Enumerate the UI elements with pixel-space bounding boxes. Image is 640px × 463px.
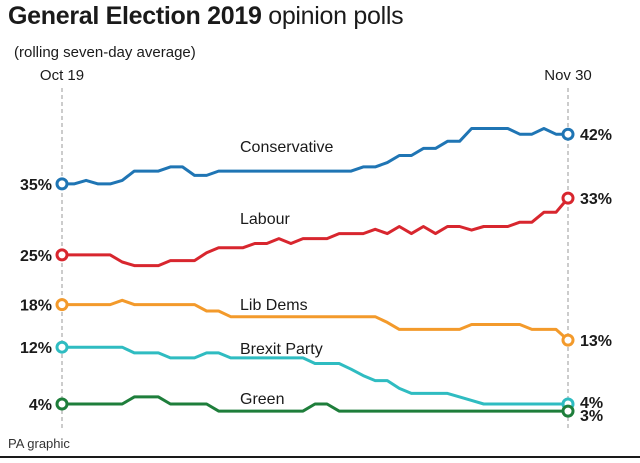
series-start-marker-labour: [55, 248, 69, 262]
start-value-label-green: 4%: [29, 397, 52, 414]
series-name-label-conservative: Conservative: [240, 139, 333, 156]
series-lib-dems: 18% 13% Lib Dems: [20, 297, 612, 350]
series-end-marker-conservative: [561, 127, 575, 141]
chart-title-rest: opinion polls: [268, 2, 404, 30]
x-tick-start: Oct 19: [40, 67, 84, 84]
end-value-label-lib-dems: 13%: [580, 333, 612, 350]
series-labour: 25% 33% Labour: [20, 191, 612, 268]
series-end-marker-lib-dems: [561, 333, 575, 347]
start-value-label-lib-dems: 18%: [20, 298, 52, 315]
start-value-label-labour: 25%: [20, 248, 52, 265]
series-name-label-labour: Labour: [240, 211, 290, 228]
series-conservative: 35% 42% Conservative: [20, 127, 612, 194]
bottom-rule: [0, 456, 640, 458]
series-line-labour: [62, 197, 570, 268]
series-line-green: [62, 395, 568, 413]
series-name-label-green: Green: [240, 391, 284, 408]
chart-title: General Election 2019 opinion polls: [8, 2, 404, 31]
series-line-conservative: [62, 127, 568, 186]
series-name-label-lib-dems: Lib Dems: [240, 297, 308, 314]
chart-title-bold: General Election 2019: [8, 2, 262, 30]
series-name-label-brexit-party: Brexit Party: [240, 341, 323, 358]
end-value-label-conservative: 42%: [580, 127, 612, 144]
series-green: 4%3%Green: [29, 391, 603, 425]
credit: PA graphic: [8, 436, 70, 451]
end-value-label-green: 3%: [580, 408, 603, 425]
series-layer: 35% 42% Conservative 25% 33% Labour 18% 13% Lib …: [20, 127, 612, 425]
start-value-label-conservative: 35%: [20, 177, 52, 194]
series-line-brexit-party: [62, 345, 568, 406]
end-value-label-brexit-party: 4%: [580, 395, 603, 412]
series-brexit-party: 12% 4% Brexit Party: [20, 340, 603, 412]
start-value-label-brexit-party: 12%: [20, 340, 52, 357]
chart-subtitle: (rolling seven-day average): [14, 44, 196, 61]
end-value-label-labour: 33%: [580, 191, 612, 208]
x-tick-end: Nov 30: [544, 67, 592, 84]
series-start-marker-lib-dems: [55, 298, 69, 312]
series-line-lib-dems: [62, 298, 569, 342]
series-start-marker-green: [55, 397, 69, 411]
series-end-marker-labour: [561, 191, 575, 205]
series-start-marker-conservative: [55, 177, 69, 191]
series-start-marker-brexit-party: [55, 340, 69, 354]
series-end-marker-green: [561, 404, 575, 418]
